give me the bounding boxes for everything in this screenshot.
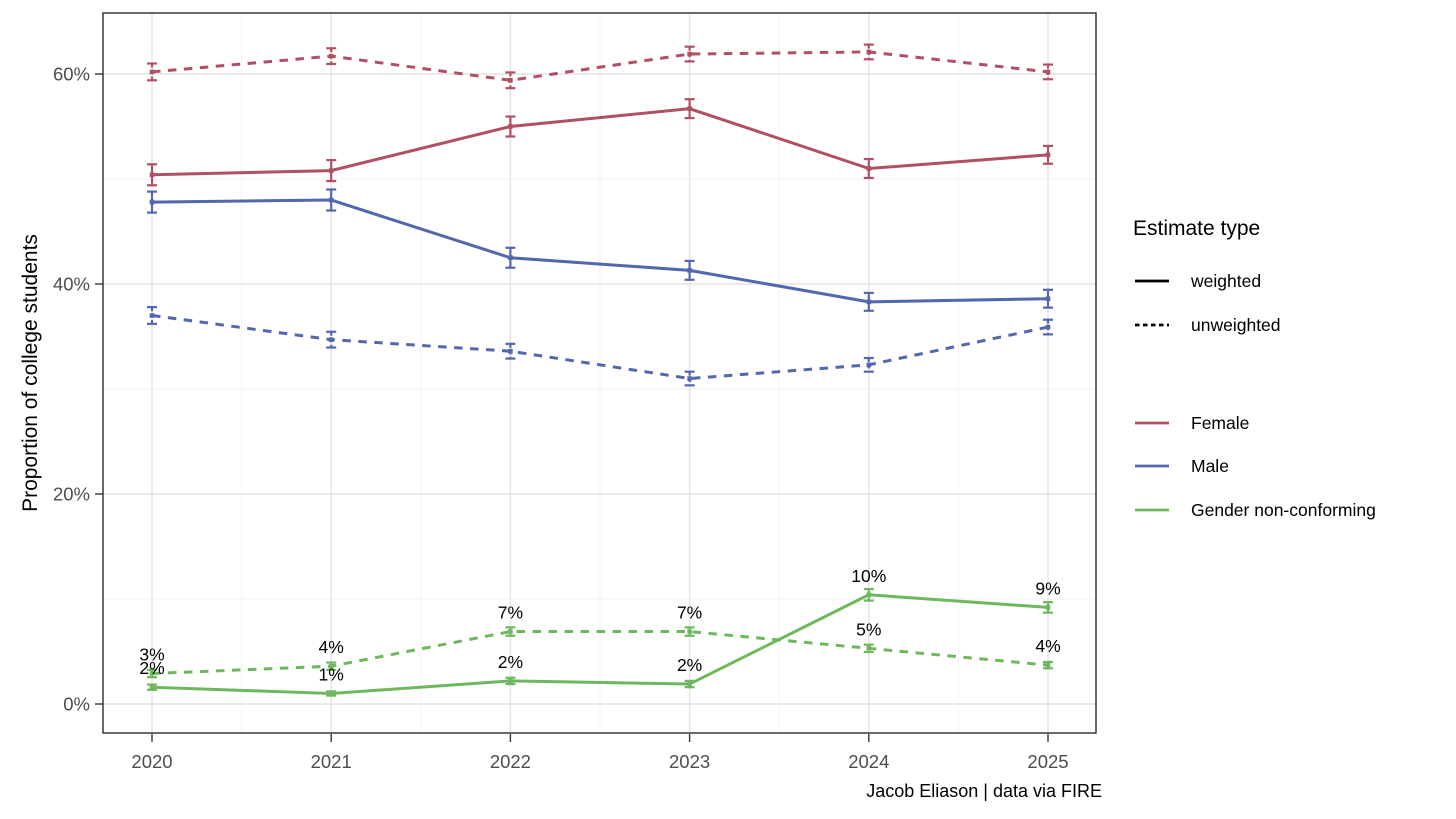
data-point-female-unweighted [508, 78, 513, 83]
data-point-gnc-weighted [149, 684, 155, 690]
y-tick-label: 0% [63, 694, 90, 715]
point-label-gnc-weighted: 2% [498, 652, 523, 672]
male-line-swatch [1135, 464, 1169, 468]
data-point-male-unweighted [149, 313, 155, 318]
data-point-male-unweighted [328, 337, 334, 342]
legend-label-unweighted: unweighted [1191, 314, 1281, 335]
data-point-gnc-weighted [328, 691, 334, 696]
y-tick-label: 40% [53, 274, 90, 295]
point-label-gnc-unweighted: 3% [139, 645, 164, 665]
legend-label-gender-non-conforming: Gender non-conforming [1191, 499, 1376, 520]
female-line-swatch [1135, 421, 1169, 425]
series-line-male-unweighted [151, 314, 1049, 381]
x-tick-label: 2020 [131, 751, 172, 772]
data-point-gnc-unweighted [687, 629, 692, 634]
legend-item-gender-non-conforming: Gender non-conforming [1133, 497, 1376, 523]
data-point-gnc-weighted [866, 592, 872, 598]
point-label-gnc-weighted: 2% [677, 655, 702, 675]
data-point-gnc-weighted [1045, 605, 1051, 610]
weighted-line-swatch [1135, 279, 1169, 283]
y-axis-title-wrap: Proportion of college students [8, 0, 54, 746]
y-tick-label: 60% [53, 64, 90, 85]
legend-item-male: Male [1133, 453, 1229, 479]
series-line-female-weighted [151, 107, 1049, 177]
data-point-female-weighted [149, 172, 155, 178]
panel-border [102, 12, 1097, 734]
data-point-female-weighted [687, 106, 692, 111]
data-point-male-weighted [687, 268, 692, 273]
data-point-gnc-unweighted [328, 663, 334, 669]
legend-title-estimate-type: Estimate type [1133, 217, 1261, 240]
data-point-male-weighted [328, 197, 334, 203]
data-point-male-weighted [508, 255, 513, 261]
point-label-gnc-unweighted: 4% [319, 637, 344, 657]
x-tick-label: 2023 [669, 751, 710, 772]
x-tick-label: 2022 [490, 751, 531, 772]
data-point-gnc-unweighted [149, 671, 155, 676]
data-point-male-weighted [866, 299, 872, 305]
unweighted-line-swatch [1135, 323, 1169, 327]
legend-label-male: Male [1191, 455, 1229, 476]
legend-label-weighted: weighted [1191, 270, 1262, 291]
data-point-female-unweighted [149, 69, 155, 75]
data-point-female-unweighted [328, 53, 334, 59]
data-point-female-weighted [508, 124, 513, 129]
legend-item-unweighted: unweighted [1133, 312, 1281, 338]
legend: Estimate type weighted unweighted Female… [1133, 0, 1455, 819]
data-point-gnc-unweighted [866, 646, 872, 651]
data-point-female-weighted [1045, 152, 1051, 158]
point-label-gnc-unweighted: 7% [498, 603, 523, 623]
legend-item-weighted: weighted [1133, 268, 1261, 294]
point-label-gnc-weighted: 1% [319, 665, 344, 685]
data-point-male-unweighted [1045, 324, 1051, 330]
data-point-female-unweighted [866, 49, 872, 55]
series-line-gnc-unweighted [151, 630, 1049, 676]
x-tick-label: 2021 [311, 751, 352, 772]
data-point-gnc-weighted [687, 681, 692, 687]
point-label-gnc-weighted: 2% [139, 658, 164, 678]
data-point-gnc-unweighted [1045, 662, 1051, 668]
data-point-female-weighted [328, 168, 334, 173]
data-point-female-unweighted [687, 51, 692, 57]
data-point-female-unweighted [1045, 69, 1051, 75]
data-point-male-weighted [149, 199, 155, 205]
caption: Jacob Eliason | data via FIRE [866, 781, 1102, 801]
legend-item-female: Female [1133, 410, 1249, 436]
point-label-gnc-unweighted: 4% [1035, 636, 1060, 656]
point-label-gnc-weighted: 9% [1035, 578, 1060, 598]
data-point-gnc-unweighted [508, 629, 513, 634]
legend-label-female: Female [1191, 412, 1250, 433]
data-point-male-unweighted [866, 362, 872, 368]
point-label-gnc-unweighted: 5% [856, 619, 881, 639]
data-point-male-unweighted [687, 376, 692, 381]
data-point-male-unweighted [508, 348, 513, 354]
data-point-female-weighted [866, 166, 872, 171]
gender-non-conforming-line-swatch [1135, 508, 1169, 512]
series-line-gnc-weighted [151, 593, 1049, 696]
series-line-female-unweighted [151, 50, 1049, 82]
y-axis-title: Proportion of college students [19, 234, 42, 512]
point-label-gnc-weighted: 10% [851, 566, 886, 586]
x-tick-label: 2025 [1027, 751, 1068, 772]
y-tick-label: 20% [53, 484, 90, 505]
data-point-male-weighted [1045, 296, 1051, 301]
point-label-gnc-unweighted: 7% [677, 603, 702, 623]
series-line-male-weighted [151, 198, 1049, 304]
data-point-gnc-weighted [508, 678, 513, 684]
x-tick-label: 2024 [848, 751, 889, 772]
